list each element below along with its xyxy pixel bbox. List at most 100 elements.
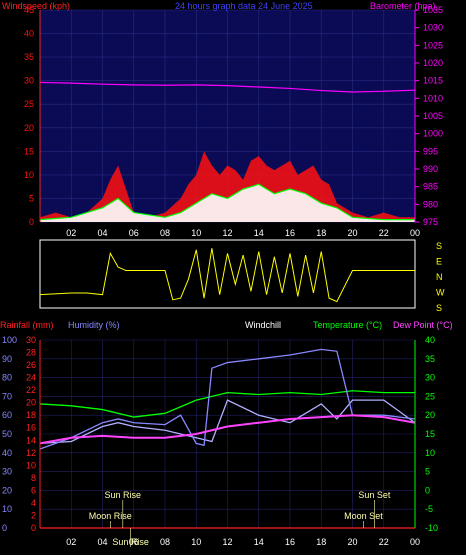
- wind-x-tick-label: 22: [379, 228, 389, 238]
- wind-x-tick-label: 18: [316, 228, 326, 238]
- wind-x-tick-label: 16: [285, 228, 295, 238]
- humidity-y-tick-label: 10: [2, 504, 12, 514]
- temp-x-tick-label: 22: [379, 537, 389, 547]
- temperature-y-tick-label: 10: [425, 448, 435, 458]
- temp-x-ticks: 02 04 06 08 10 12 14 16 18 20 22 00: [66, 537, 420, 547]
- barometer-y-tick-label: 980: [423, 199, 438, 209]
- temperature-y-tick-label: 30: [425, 373, 435, 383]
- direction-label: N: [436, 272, 443, 282]
- wind-x-tick-label: 20: [347, 228, 357, 238]
- temperature-axis-label: Temperature (°C): [313, 320, 382, 330]
- wind-x-tick-label: 00: [410, 228, 420, 238]
- temperature-line: [39, 390, 415, 418]
- temp-x-tick-label: 00: [410, 537, 420, 547]
- moon-set-label: Moon Set: [344, 511, 383, 521]
- temp-x-tick-label: 06: [129, 537, 139, 547]
- direction-plot-area: [39, 239, 416, 309]
- wind-x-tick-label: 04: [97, 228, 107, 238]
- barometer-y-tick-label: 995: [423, 146, 438, 156]
- humidity-y-ticks: 0 10 20 30 40 50 60 70 80 90 100: [2, 335, 17, 533]
- rainfall-y-tick-label: 22: [26, 385, 36, 395]
- wind-y-tick-label: 40: [24, 29, 34, 39]
- rainfall-axis-label: Rainfall (mm): [0, 320, 54, 330]
- barometer-y-tick-label: 975: [423, 217, 438, 227]
- rainfall-y-tick-label: 0: [31, 523, 36, 533]
- temperature-y-tick-label: 5: [425, 467, 430, 477]
- sun-rise-label: Sun Rise: [105, 490, 142, 500]
- temp-x-tick-label: 08: [160, 537, 170, 547]
- barometer-y-ticks: 975 980 985 990 995 1000 1005 1010 1015 1020 1025 1…: [415, 5, 443, 227]
- humidity-y-tick-label: 90: [2, 354, 12, 364]
- windchill-label: Windchill: [245, 320, 281, 330]
- humidity-line: [39, 348, 416, 450]
- temperature-y-tick-label: -10: [425, 523, 438, 533]
- wind-y-tick-label: 10: [24, 170, 34, 180]
- wind-x-tick-label: 02: [66, 228, 76, 238]
- barometer-y-tick-label: 1005: [423, 111, 443, 121]
- barometer-y-tick-label: 1025: [423, 40, 443, 50]
- humidity-axis-label: Humidity (%): [68, 320, 120, 330]
- rainfall-y-tick-label: 28: [26, 348, 36, 358]
- barometer-y-tick-label: 1020: [423, 58, 443, 68]
- barometer-y-tick-label: 1000: [423, 129, 443, 139]
- wind-average-line: [39, 183, 415, 221]
- rainfall-y-tick-label: 20: [26, 398, 36, 408]
- temperature-y-ticks: -10 -5 0 5 10 15 20 25 30 35 40: [425, 335, 438, 533]
- rainfall-y-tick-label: 26: [26, 360, 36, 370]
- rainfall-y-tick-label: 2: [31, 510, 36, 520]
- rainfall-y-tick-label: 24: [26, 373, 36, 383]
- barometer-y-tick-label: 1010: [423, 93, 443, 103]
- wind-y-tick-label: 15: [24, 146, 34, 156]
- wind-x-tick-label: 12: [222, 228, 232, 238]
- rainfall-y-tick-label: 12: [26, 448, 36, 458]
- wind-y-tick-label: 0: [29, 217, 34, 227]
- humidity-y-tick-label: 100: [2, 335, 17, 345]
- direction-label: W: [436, 288, 445, 298]
- rainfall-y-tick-label: 10: [26, 460, 36, 470]
- temperature-y-tick-label: 0: [425, 485, 430, 495]
- barometer-y-tick-label: 990: [423, 164, 438, 174]
- barometer-axis-label: Barometer (hpa): [370, 1, 436, 11]
- windspeed-axis-label: Windspeed (kph): [2, 1, 70, 11]
- barometer-y-tick-label: 1030: [423, 23, 443, 33]
- temperature-y-tick-label: 20: [425, 410, 435, 420]
- humidity-y-tick-label: 30: [2, 467, 12, 477]
- barometer-y-tick-label: 1035: [423, 5, 443, 15]
- temp-panel: Rainfall (mm) Humidity (%) Windchill Tem…: [0, 320, 453, 547]
- direction-label: S: [436, 303, 442, 313]
- barometer-y-tick-label: 1015: [423, 76, 443, 86]
- wind-y-tick-label: 45: [24, 5, 34, 15]
- rainfall-y-tick-label: 18: [26, 410, 36, 420]
- barometer-y-tick-label: 985: [423, 182, 438, 192]
- direction-series: [39, 248, 415, 303]
- humidity-y-tick-label: 20: [2, 485, 12, 495]
- temperature-y-tick-label: 15: [425, 429, 435, 439]
- temp-x-tick-label: 04: [97, 537, 107, 547]
- wind-y-tick-label: 30: [24, 76, 34, 86]
- humidity-y-tick-label: 0: [2, 523, 7, 533]
- humidity-y-tick-label: 50: [2, 429, 12, 439]
- wind-panel: Windspeed (kph) 24 hours graph data 24 J…: [2, 1, 443, 238]
- wind-y-tick-label: 20: [24, 123, 34, 133]
- dewpoint-axis-label: Dew Point (°C): [393, 320, 453, 330]
- temp-series: [39, 348, 416, 529]
- temp-x-tick-label: 16: [285, 537, 295, 547]
- wind-x-tick-label: 06: [129, 228, 139, 238]
- humidity-y-tick-label: 70: [2, 391, 12, 401]
- barometer-line: [39, 81, 416, 93]
- temp-x-tick-label: 12: [222, 537, 232, 547]
- direction-label: S: [436, 241, 442, 251]
- temperature-y-tick-label: 25: [425, 391, 435, 401]
- wind-y-tick-label: 25: [24, 99, 34, 109]
- humidity-y-tick-label: 80: [2, 373, 12, 383]
- wind-y-ticks: 0 5 10 15 20 25 30 35 40 45: [24, 5, 34, 227]
- direction-label: E: [436, 257, 442, 267]
- chart-title: 24 hours graph data 24 June 2025: [175, 1, 313, 11]
- direction-line: [39, 248, 415, 303]
- temperature-y-tick-label: -5: [425, 504, 433, 514]
- temp-x-tick-label: 10: [191, 537, 201, 547]
